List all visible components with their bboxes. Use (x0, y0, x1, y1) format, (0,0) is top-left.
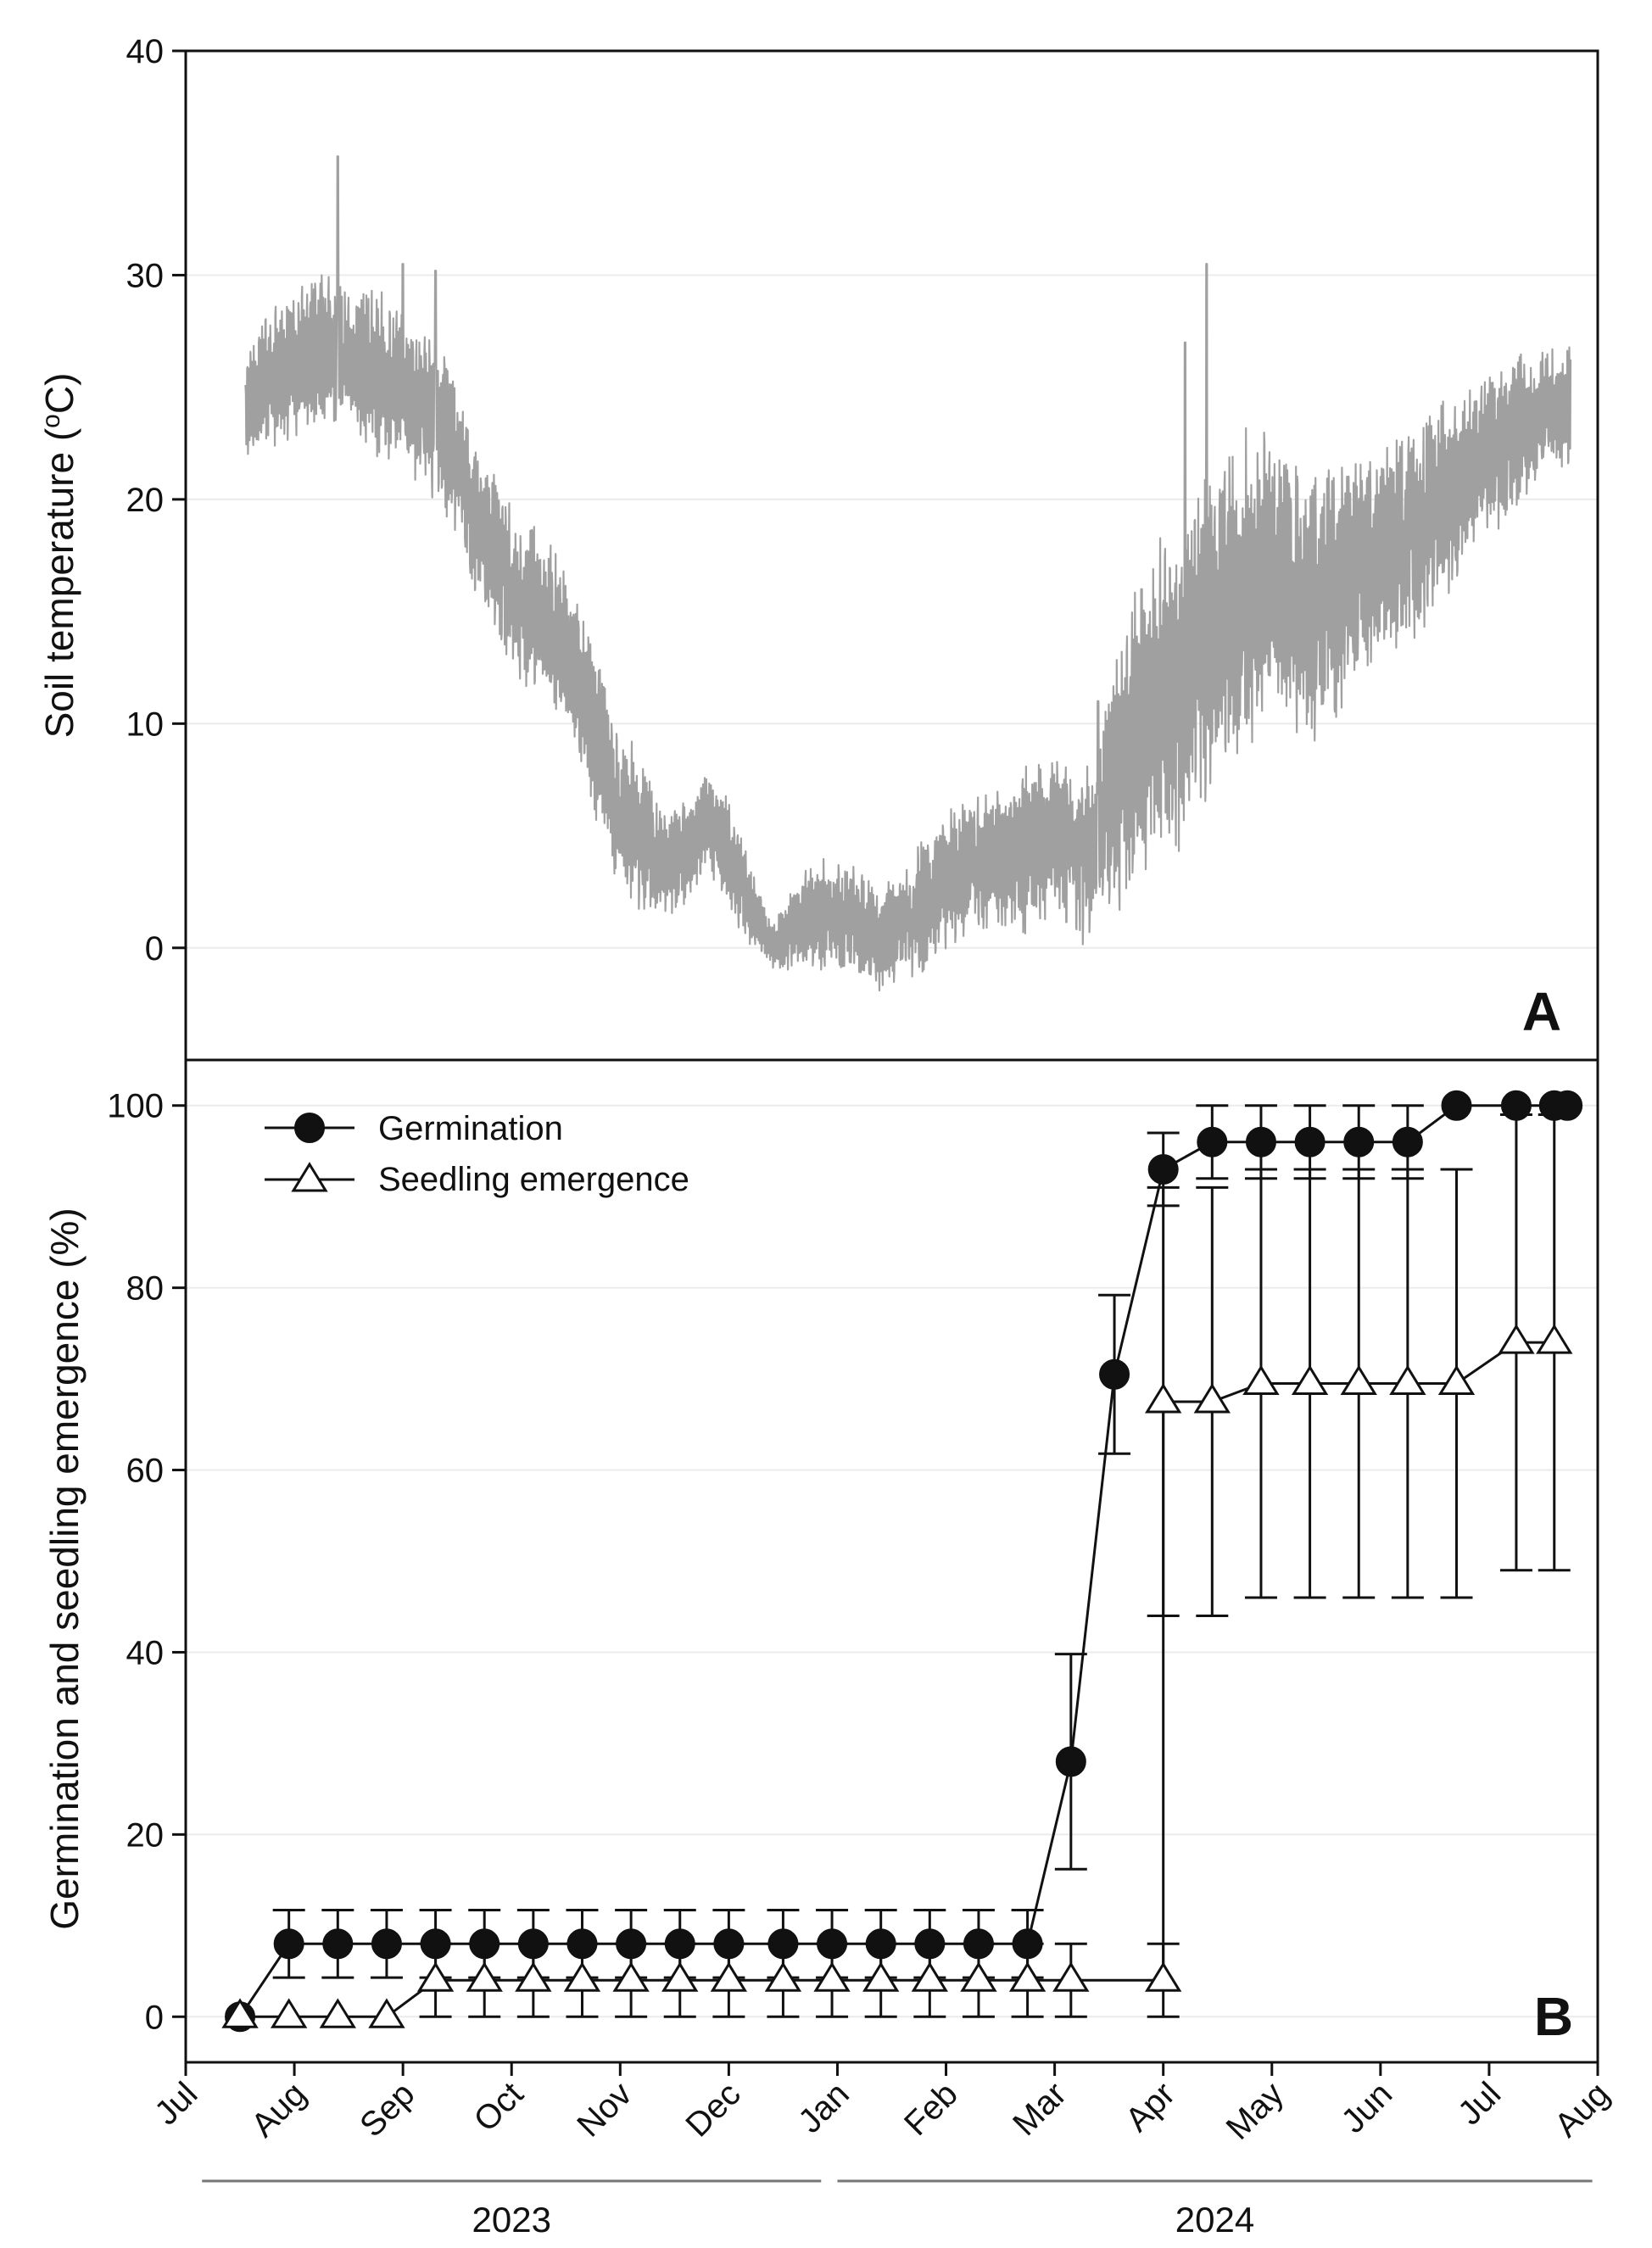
seedling-emergence-point (911, 1961, 949, 1992)
panel-a: 0 10 20 30 40 Soil temperature (oC) A (37, 33, 1599, 1062)
series-line-0 (238, 1104, 1568, 2018)
germination-point (1197, 1126, 1228, 1157)
seedling-emergence-point (1242, 1364, 1280, 1395)
germination-point (1552, 1090, 1583, 1121)
seedling-emergence-point (1145, 1961, 1182, 1992)
x-tick-label-3: Oct (466, 2075, 530, 2139)
year-bands: 2023 2024 (202, 2179, 1593, 2240)
y-tick-label-b-40: 40 (126, 1634, 165, 1671)
seedling-emergence-point (1389, 1364, 1426, 1395)
y-tick-label-b-60: 60 (126, 1453, 165, 1490)
series-line-1 (240, 1341, 1554, 2018)
x-tick-label-6: Jan (791, 2075, 857, 2140)
germination-point (273, 1928, 304, 1960)
x-tick-label-11: Jun (1334, 2075, 1399, 2140)
germination-point (1294, 1126, 1326, 1157)
soil-temperature-line (244, 155, 1572, 992)
seedling-emergence-point (1145, 1383, 1182, 1414)
year-label-2024: 2024 (1175, 2200, 1254, 2240)
panel-a-y-axis-title: Soil temperature (oC) (37, 373, 82, 739)
seedling-emergence-point (960, 1961, 997, 1992)
seedling-emergence-point (221, 1998, 259, 2028)
x-tick-label-2: Sep (353, 2075, 421, 2144)
x-tick-label-9: Apr (1119, 2075, 1182, 2139)
x-tick-label-12: Jul (1451, 2075, 1508, 2132)
x-tick-label-8: Mar (1006, 2075, 1074, 2143)
y-tick-label-a-0: 0 (145, 930, 164, 968)
seedling-emergence-point (1437, 1364, 1476, 1395)
germination-point (1099, 1358, 1130, 1390)
legend: Germination Seedling emergence (265, 1110, 689, 1198)
y-tick-label-b-80: 80 (126, 1270, 165, 1308)
panel-a-letter: A (1522, 981, 1561, 1042)
year-label-2023: 2023 (472, 2200, 551, 2240)
seedling-emergence-point (862, 1961, 900, 1992)
y-tick-label-b-100: 100 (107, 1088, 164, 1125)
germination-point (1147, 1153, 1179, 1185)
seedling-emergence-point (1291, 1364, 1329, 1395)
panel-b-y-axis: 0 20 40 60 80 100 (107, 1088, 186, 2036)
germination-point (371, 1928, 402, 1960)
seedling-emergence-point (563, 1961, 601, 1992)
seedling-emergence-point (1340, 1364, 1377, 1395)
seedling-emergence-point (319, 1998, 356, 2028)
y-tick-label-a-40: 40 (126, 33, 165, 70)
seedling-emergence-point (1008, 1961, 1046, 1992)
series-seedling-emergence (221, 1113, 1573, 2028)
panel-b-letter: B (1534, 1986, 1573, 2047)
germination-point (1392, 1126, 1423, 1157)
seedling-emergence-point (1052, 1961, 1090, 1992)
x-tick-label-10: May (1219, 2075, 1292, 2147)
seedling-emergence-point (368, 1998, 405, 2028)
panel-b: 0 20 40 60 80 100 Jul Aug Sep Oct Nov Dec Jan Feb Mar… (42, 1058, 1616, 2240)
series-germination (225, 1090, 1583, 2033)
y-tick-label-a-20: 20 (126, 482, 165, 519)
panel-b-gridlines (186, 1104, 1598, 2018)
x-tick-label-7: Feb (897, 2075, 965, 2143)
seedling-emergence-point (612, 1961, 650, 1992)
panel-b-x-axis: Jul Aug Sep Oct Nov Dec Jan Feb Mar Apr May Jun Jul A… (148, 2062, 1616, 2147)
seedling-emergence-point (1536, 1324, 1573, 1354)
x-tick-label-0: Jul (148, 2075, 204, 2132)
panel-a-y-axis: 0 10 20 30 40 (126, 33, 186, 968)
seedling-emergence-point (515, 1961, 552, 1992)
seedling-emergence-point (661, 1961, 699, 1992)
seedling-emergence-point (270, 1998, 308, 2028)
y-tick-label-a-10: 10 (126, 706, 165, 743)
legend-germination-marker (294, 1113, 325, 1143)
seedling-emergence-point (416, 1961, 455, 1992)
seedling-emergence-point (710, 1961, 748, 1992)
germination-point (1441, 1090, 1472, 1121)
x-tick-label-1: Aug (244, 2075, 313, 2144)
seedling-emergence-point (764, 1961, 802, 1992)
seedling-emergence-point (466, 1961, 503, 1992)
seedling-emergence-point (1193, 1383, 1231, 1414)
legend-seedling-marker (291, 1162, 328, 1192)
x-tick-label-13: Aug (1548, 2075, 1616, 2144)
y-tick-label-b-20: 20 (126, 1816, 165, 1854)
legend-seedling-label: Seedling emergence (378, 1161, 689, 1198)
legend-germination-label: Germination (378, 1110, 563, 1147)
y-tick-label-a-30: 30 (126, 257, 165, 294)
germination-point (322, 1928, 354, 1960)
seedling-emergence-point (1498, 1324, 1535, 1354)
germination-point (1343, 1126, 1375, 1157)
seedling-emergence-point (813, 1961, 851, 1992)
x-tick-label-5: Dec (678, 2075, 747, 2144)
germination-point (1245, 1126, 1276, 1157)
soil-temperature-series (244, 155, 1572, 992)
x-tick-label-4: Nov (570, 2075, 639, 2144)
y-tick-label-b-0: 0 (145, 1999, 164, 2036)
panel-b-y-axis-title: Germination and seedling emergence (%) (42, 1208, 87, 1929)
panel-b-frame (184, 1058, 1599, 2064)
panel-b-series (221, 1090, 1583, 2033)
germination-point (1055, 1746, 1086, 1777)
